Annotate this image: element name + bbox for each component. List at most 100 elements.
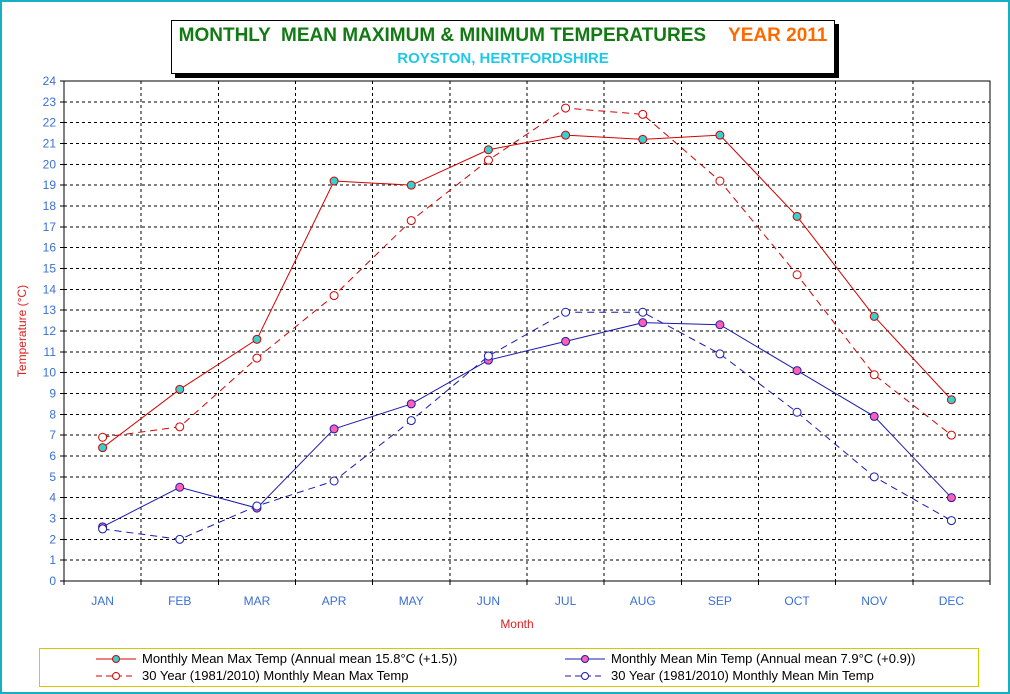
y-tick-label: 16 [43,241,57,255]
series-1-point [329,424,339,434]
x-tick-label: MAY [399,594,424,608]
series-0-point [252,334,262,344]
y-tick-label: 14 [43,282,57,296]
series-0-point [98,443,108,453]
y-tick-label: 10 [43,366,57,380]
series-0-point [792,211,802,221]
legend-max-label: Monthly Mean Max Temp (Annual mean 15.8°… [142,651,458,666]
series-2-point [329,291,339,301]
series-2-point [638,109,648,119]
legend-max30-label: 30 Year (1981/2010) Monthly Mean Max Tem… [142,668,409,683]
y-tick-label: 1 [49,553,56,567]
series-3-point [869,472,879,482]
x-tick-label: OCT [784,594,810,608]
chart-title-main: MONTHLY MEAN MAXIMUM & MINIMUM TEMPERATU… [178,25,707,46]
series-1-point [715,320,725,330]
series-0-point [329,176,339,186]
x-tick-label: AUG [630,594,656,608]
series-3-point [98,524,108,534]
series-3-point [329,476,339,486]
series-3-point [561,307,571,317]
series-1-point [869,411,879,421]
y-tick-label: 8 [49,407,56,421]
legend-min30-label: 30 Year (1981/2010) Monthly Mean Min Tem… [611,668,874,683]
legend-min30-marker [581,672,589,680]
y-tick-label: 9 [49,387,56,401]
series-2-point [946,430,956,440]
series-2-point [561,103,571,113]
series-0-point [175,384,185,394]
y-axis-label: Temperature (°C) [15,285,29,377]
legend-symbols [96,655,605,680]
series-2-point [98,432,108,442]
x-tick-label: JAN [91,594,114,608]
series-1-point [792,366,802,376]
series-0-point [946,395,956,405]
x-tick-label: NOV [861,594,887,608]
series-2-point [483,155,493,165]
y-tick-label: 12 [43,324,57,338]
y-tick-label: 17 [43,220,57,234]
series-3-point [715,349,725,359]
series-2-point [406,216,416,226]
y-tick-label: 6 [49,449,56,463]
y-tick-label: 4 [49,491,56,505]
series-0-point [561,130,571,140]
y-tick-label: 11 [44,345,57,359]
series-3-point [792,407,802,417]
y-tick-label: 7 [49,428,56,442]
series-2-point [175,422,185,432]
y-tick-label: 18 [43,199,57,213]
chart-subtitle: ROYSTON, HERTFORDSHIRE [397,50,609,67]
series-2-point [252,353,262,363]
series-line-1 [102,322,952,528]
y-tick-label: 20 [43,157,57,171]
x-tick-label: SEP [708,594,732,608]
series-0-point [638,134,648,144]
x-tick-label: JUL [555,594,577,608]
y-tick-label: 15 [43,262,57,276]
series-2-point [869,370,879,380]
x-tick-label: MAR [244,594,271,608]
series-1-point [175,482,185,492]
x-tick-label: JUN [477,594,500,608]
series-1-point [946,493,956,503]
series-2-point [792,270,802,280]
series-line-2 [102,107,952,438]
series-3-point [252,501,262,511]
series-0-point [483,145,493,155]
chart-title: MONTHLY MEAN MAXIMUM & MINIMUM TEMPERATU… [172,25,834,47]
series-line-3 [102,311,952,540]
series-1-point [406,399,416,409]
series-2-point [715,176,725,186]
legend-min-marker [581,655,589,663]
series-3-point [483,351,493,361]
y-tick-label: 19 [43,178,57,192]
series-3-point [175,534,185,544]
legend-max-marker [112,655,120,663]
series-0-point [869,311,879,321]
series-0-point [715,130,725,140]
y-tick-label: 5 [49,470,56,484]
y-tick-label: 21 [43,137,57,151]
series-0-point [406,180,416,190]
series-1-point [638,318,648,328]
legend: Monthly Mean Max Temp (Annual mean 15.8°… [39,648,979,687]
series-3-point [406,416,416,426]
y-tick-label: 0 [49,574,56,588]
title-box: MONTHLY MEAN MAXIMUM & MINIMUM TEMPERATU… [171,20,835,74]
y-tick-label: 23 [43,95,57,109]
x-axis-label: Month [500,617,533,631]
series-3-point [638,307,648,317]
y-tick-label: 22 [43,116,57,130]
legend-max30-marker [112,672,120,680]
series-1-point [561,336,571,346]
series-line-0 [102,134,952,449]
y-tick-label: 13 [43,303,57,317]
y-tick-label: 2 [49,532,56,546]
x-tick-label: APR [322,594,347,608]
y-tick-label: 3 [49,512,56,526]
chart-title-year: YEAR 2011 [728,25,828,46]
